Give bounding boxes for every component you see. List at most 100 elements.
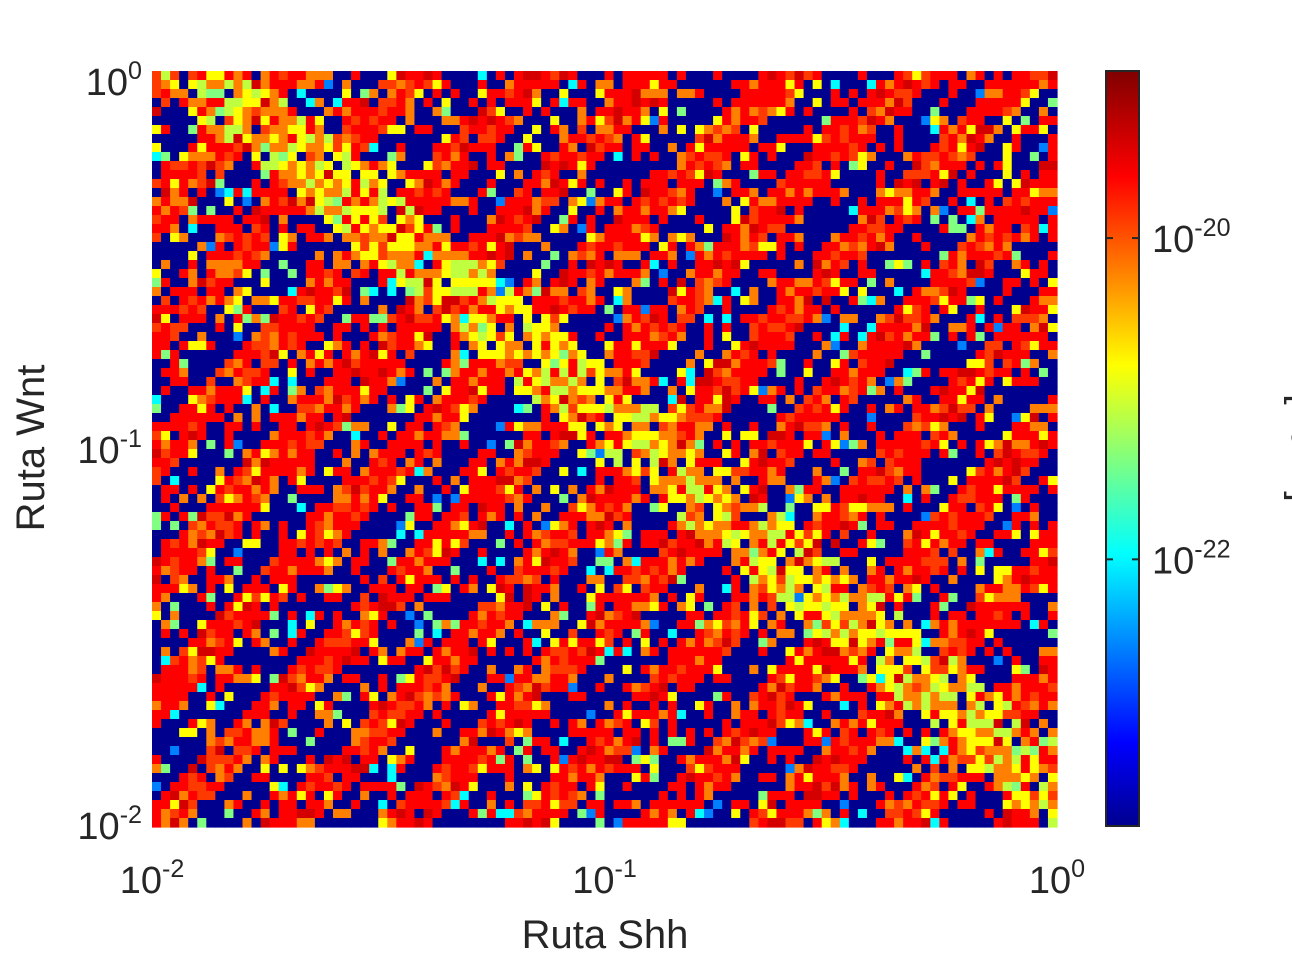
heatmap-cell bbox=[233, 278, 244, 288]
heatmap-cell bbox=[695, 107, 705, 117]
heatmap-cell bbox=[233, 98, 244, 108]
heatmap-cell bbox=[305, 458, 316, 468]
heatmap-cell bbox=[523, 413, 533, 423]
heatmap-cell bbox=[278, 206, 289, 216]
heatmap-cell bbox=[885, 269, 895, 279]
heatmap-cell bbox=[839, 467, 850, 477]
heatmap-cell bbox=[504, 278, 515, 288]
heatmap-cell bbox=[767, 386, 778, 396]
heatmap-cell bbox=[586, 287, 597, 297]
heatmap-cell bbox=[749, 341, 759, 351]
heatmap-cell bbox=[803, 71, 814, 81]
heatmap-cell bbox=[242, 260, 253, 270]
heatmap-cell bbox=[514, 431, 524, 441]
heatmap-cell bbox=[495, 197, 506, 207]
heatmap-cell bbox=[1047, 413, 1058, 423]
heatmap-cell bbox=[975, 359, 986, 369]
heatmap-cell bbox=[504, 98, 515, 108]
heatmap-cell bbox=[468, 422, 479, 432]
heatmap-cell bbox=[803, 287, 814, 297]
heatmap-cell bbox=[486, 422, 497, 432]
heatmap-cell bbox=[161, 179, 171, 189]
heatmap-cell bbox=[550, 251, 560, 261]
heatmap-cell bbox=[278, 449, 289, 459]
heatmap-cell bbox=[242, 341, 253, 351]
heatmap-cell bbox=[242, 170, 253, 180]
heatmap-cell bbox=[1011, 197, 1022, 207]
heatmap-cell bbox=[514, 161, 524, 171]
heatmap-cell bbox=[577, 431, 587, 441]
heatmap-cell bbox=[912, 170, 922, 180]
heatmap-cell bbox=[975, 125, 986, 135]
heatmap-cell bbox=[885, 296, 895, 306]
heatmap-cell bbox=[233, 368, 244, 378]
heatmap-cell bbox=[242, 215, 253, 225]
heatmap-cell bbox=[459, 296, 470, 306]
heatmap-cell bbox=[188, 440, 198, 450]
heatmap-cell bbox=[369, 413, 379, 423]
heatmap-cell bbox=[459, 332, 470, 342]
heatmap-cell bbox=[676, 161, 687, 171]
heatmap-cell bbox=[830, 278, 841, 288]
heatmap-cell bbox=[414, 80, 425, 90]
heatmap-cell bbox=[866, 89, 877, 99]
heatmap-cell bbox=[586, 305, 597, 315]
heatmap-cell bbox=[260, 476, 271, 486]
heatmap-cell bbox=[405, 458, 416, 468]
heatmap-cell bbox=[459, 206, 470, 216]
heatmap-cell bbox=[495, 422, 506, 432]
heatmap-cell bbox=[622, 215, 633, 225]
heatmap-cell bbox=[550, 485, 560, 495]
heatmap-cell bbox=[921, 224, 931, 234]
heatmap-cell bbox=[532, 296, 542, 306]
heatmap-cell bbox=[785, 161, 796, 171]
heatmap-cell bbox=[1011, 350, 1022, 360]
heatmap-cell bbox=[640, 215, 651, 225]
heatmap-cell bbox=[776, 134, 787, 144]
heatmap-cell bbox=[1011, 386, 1022, 396]
heatmap-cell bbox=[161, 278, 171, 288]
heatmap-cell bbox=[305, 188, 316, 198]
heatmap-cell bbox=[224, 116, 235, 126]
heatmap-cell bbox=[477, 503, 488, 513]
heatmap-cell bbox=[251, 431, 262, 441]
heatmap-cell bbox=[314, 404, 325, 414]
heatmap-cell bbox=[305, 233, 316, 243]
heatmap-cell bbox=[1029, 71, 1040, 81]
heatmap-cell bbox=[405, 512, 416, 522]
heatmap-cell bbox=[369, 188, 379, 198]
heatmap-cell bbox=[161, 242, 171, 252]
heatmap-cell bbox=[622, 269, 633, 279]
heatmap-cell bbox=[1020, 278, 1031, 288]
heatmap-cell bbox=[776, 359, 787, 369]
heatmap-cell bbox=[948, 404, 959, 414]
heatmap-cell bbox=[839, 287, 850, 297]
heatmap-cell bbox=[649, 413, 660, 423]
heatmap-cell bbox=[197, 269, 207, 279]
heatmap-cell bbox=[170, 197, 180, 207]
heatmap-cell bbox=[631, 359, 642, 369]
heatmap-cell bbox=[1038, 503, 1049, 513]
heatmap-cell bbox=[957, 323, 968, 333]
heatmap-cell bbox=[206, 305, 216, 315]
heatmap-cell bbox=[523, 269, 533, 279]
heatmap-cell bbox=[441, 242, 452, 252]
heatmap-cell bbox=[1002, 305, 1013, 315]
heatmap-cell bbox=[1020, 143, 1031, 153]
heatmap-cell bbox=[1002, 494, 1013, 504]
heatmap-cell bbox=[251, 323, 262, 333]
heatmap-cell bbox=[468, 377, 479, 387]
heatmap-cell bbox=[731, 485, 741, 495]
heatmap-cell bbox=[939, 251, 949, 261]
heatmap-cell bbox=[360, 332, 370, 342]
heatmap-cell bbox=[486, 359, 497, 369]
heatmap-cell bbox=[423, 125, 434, 135]
heatmap-cell bbox=[215, 449, 225, 459]
heatmap-cell bbox=[939, 359, 949, 369]
heatmap-cell bbox=[794, 224, 805, 234]
heatmap-cell bbox=[631, 269, 642, 279]
heatmap-cell bbox=[405, 287, 416, 297]
heatmap-cell bbox=[523, 80, 533, 90]
heatmap-cell bbox=[993, 341, 1004, 351]
heatmap-cell bbox=[387, 395, 397, 405]
